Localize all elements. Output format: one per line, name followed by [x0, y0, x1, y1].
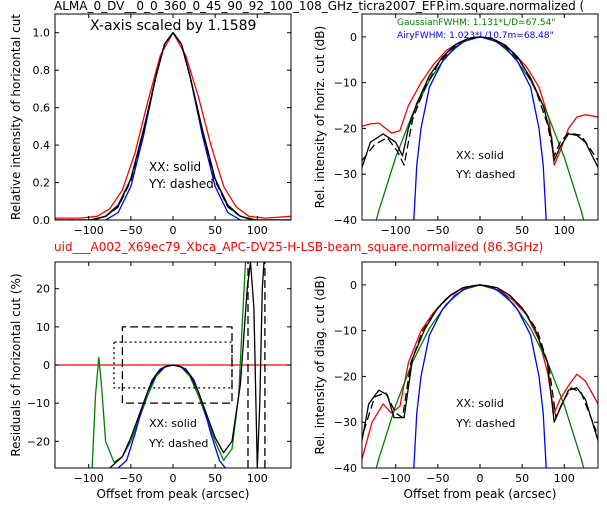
y-axis-label: Rel. intensity of diag. cut (dB)	[313, 276, 327, 455]
y-tick-label: −20	[27, 435, 50, 448]
x-tick-label: 0	[170, 224, 177, 237]
series-line-2	[105, 32, 241, 220]
y-tick-label: 0.2	[33, 177, 51, 190]
series-line-3	[109, 262, 265, 468]
y-tick-label: −10	[334, 325, 357, 338]
panel-bottom-right: −100 −50 0 50 100 0 −10 −20 −30 −40 Offset from pe…	[313, 261, 599, 501]
x-axis-label: Offset from peak (arcsec)	[404, 487, 557, 501]
x-tick-label: 0	[170, 472, 177, 485]
x-tick-label: −50	[119, 224, 142, 237]
y-tick-label: 0	[350, 31, 357, 44]
annotation: XX: solid	[149, 160, 201, 174]
y-tick-label: −20	[334, 122, 357, 135]
y-tick-label: 20	[36, 283, 50, 296]
series-line-3	[362, 36, 598, 168]
x-tick-label: −100	[74, 472, 104, 485]
series-line-4	[363, 284, 597, 432]
series-line-0	[362, 284, 598, 459]
y-tick-label: −30	[334, 168, 357, 181]
y-tick-label: −30	[334, 416, 357, 429]
x-axis-label: Offset from peak (arcsec)	[97, 487, 250, 501]
x-tick-label: 0	[477, 472, 484, 485]
y-tick-label: −40	[334, 214, 357, 227]
top-title: ALMA_0_DV__0_0_360_0_45_90_92_100_108_GH…	[54, 0, 584, 13]
annotation: YY: dashed	[455, 417, 515, 430]
panel-top-right: −100 −50 0 50 100 0 −10 −20 −30 −40 Rel. intensity…	[313, 13, 599, 237]
series-line-5	[113, 341, 233, 389]
series-group	[55, 32, 291, 220]
y-tick-label: −20	[334, 370, 357, 383]
series-group	[362, 36, 598, 220]
y-tick-label: 0.6	[33, 102, 51, 115]
y-tick-label: 0.0	[33, 214, 51, 227]
annotation: GaussianFWHM: 1.131*L/D=67.54"	[397, 18, 555, 28]
annotation: YY: dashed	[455, 168, 515, 181]
annotation: YY: dashed	[148, 437, 208, 450]
y-tick-label: 0.8	[33, 64, 51, 77]
panel-top-left: −100 −50 0 50 100 0.0 0.2 0.4 0.6 0.8 1.0 Relative …	[9, 13, 292, 237]
x-tick-label: 100	[247, 472, 268, 485]
y-tick-label: 0	[350, 279, 357, 292]
annotation: XX: solid	[456, 149, 504, 162]
y-tick-label: 0.4	[33, 139, 51, 152]
y-tick-label: −40	[334, 462, 357, 475]
plot-frame	[361, 13, 599, 221]
y-tick-label: −10	[334, 77, 357, 90]
plot-frame	[361, 261, 599, 469]
series-line-4	[121, 326, 233, 404]
y-tick-label: 1.0	[33, 27, 51, 40]
x-tick-label: 0	[477, 224, 484, 237]
y-tick-label: −10	[27, 397, 50, 410]
x-tick-label: −50	[426, 472, 449, 485]
x-tick-label: −100	[381, 224, 411, 237]
series-line-1	[55, 32, 291, 220]
x-tick-label: −100	[74, 224, 104, 237]
x-tick-label: 50	[515, 224, 529, 237]
x-tick-label: 100	[247, 224, 268, 237]
annotation: XX: solid	[149, 417, 197, 430]
annotation: X-axis scaled by 1.1589	[90, 18, 256, 34]
x-tick-label: 50	[208, 472, 222, 485]
series-line-4	[362, 36, 598, 166]
series-line-3	[55, 32, 291, 220]
middle-title: uid___A002_X69ec79_Xbca_APC-DV25-H-LSB-b…	[54, 240, 543, 254]
y-tick-label: 0	[43, 359, 50, 372]
x-tick-label: −50	[119, 472, 142, 485]
x-tick-label: 50	[208, 224, 222, 237]
y-axis-label: Residuals of horizontal cut (%)	[9, 273, 23, 456]
annotation: AiryFWHM: 1.023*L/10.7m=68.48"	[397, 31, 554, 41]
annotation: XX: solid	[456, 397, 504, 410]
series-group	[362, 284, 598, 468]
x-tick-label: 50	[515, 472, 529, 485]
x-tick-label: −50	[426, 224, 449, 237]
x-tick-label: 100	[554, 224, 575, 237]
x-tick-label: 100	[554, 472, 575, 485]
series-group	[55, 262, 291, 468]
x-tick-label: −100	[381, 472, 411, 485]
y-tick-label: 10	[36, 321, 50, 334]
y-axis-label: Relative intensity of horizontal cut	[9, 14, 23, 220]
series-line-4	[55, 32, 291, 220]
y-axis-label: Rel. intensity of horiz. cut (dB)	[313, 26, 327, 208]
annotation: YY: dashed	[148, 177, 214, 191]
